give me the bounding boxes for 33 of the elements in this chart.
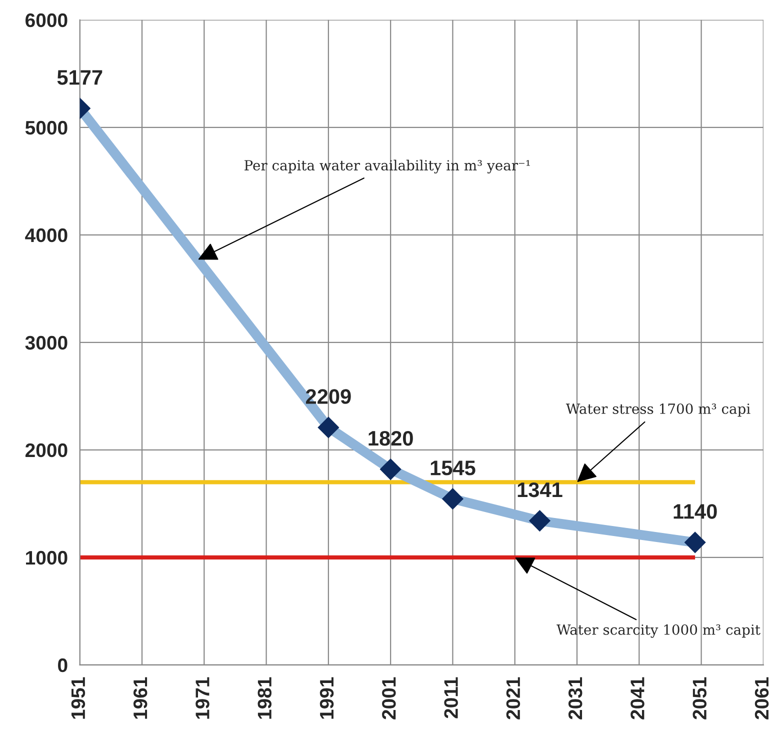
x-tick-label: 2011 bbox=[444, 677, 458, 718]
x-tick-label: 1951 bbox=[71, 677, 86, 719]
x-tick-label: 1991 bbox=[320, 677, 334, 719]
x-tick-label: 2031 bbox=[568, 677, 582, 720]
point bbox=[442, 488, 464, 510]
y-tick-label: 3000 bbox=[25, 336, 68, 350]
y-tick-label: 5000 bbox=[25, 120, 68, 135]
y-tick-label: 4000 bbox=[25, 228, 68, 242]
x-tick-label: 1961 bbox=[133, 677, 148, 719]
x-tick-label: 1981 bbox=[258, 677, 272, 719]
point bbox=[380, 458, 402, 480]
annotation: Per capita water availability in m³ year⁻¹ bbox=[244, 160, 530, 174]
x-tick-label: 2001 bbox=[382, 677, 396, 720]
x-tick-label: 2061 bbox=[754, 677, 769, 720]
point bbox=[684, 532, 706, 553]
data-label: 2209 bbox=[306, 389, 351, 404]
x-tick-label: 1971 bbox=[196, 677, 210, 719]
data-label: 1140 bbox=[674, 504, 717, 519]
y-tick-label: 1000 bbox=[26, 550, 68, 565]
data-label: 1341 bbox=[518, 482, 562, 498]
annotation: Water scarcity 1000 m³ capit bbox=[556, 624, 760, 638]
y-tick-label: 6000 bbox=[26, 13, 68, 28]
x-tick-label: 2051 bbox=[692, 677, 707, 720]
y-tick-label: 0 bbox=[58, 658, 68, 672]
annotation: Water stress 1700 m³ capi bbox=[566, 403, 750, 417]
data-label: 5177 bbox=[57, 70, 102, 85]
x-tick-label: 2021 bbox=[506, 677, 520, 720]
x-tick-label: 2041 bbox=[630, 677, 644, 720]
data-label: 1545 bbox=[430, 460, 476, 476]
point bbox=[318, 416, 339, 438]
data-label: 1820 bbox=[368, 430, 413, 446]
y-tick-label: 2000 bbox=[25, 443, 68, 458]
point bbox=[529, 510, 550, 532]
